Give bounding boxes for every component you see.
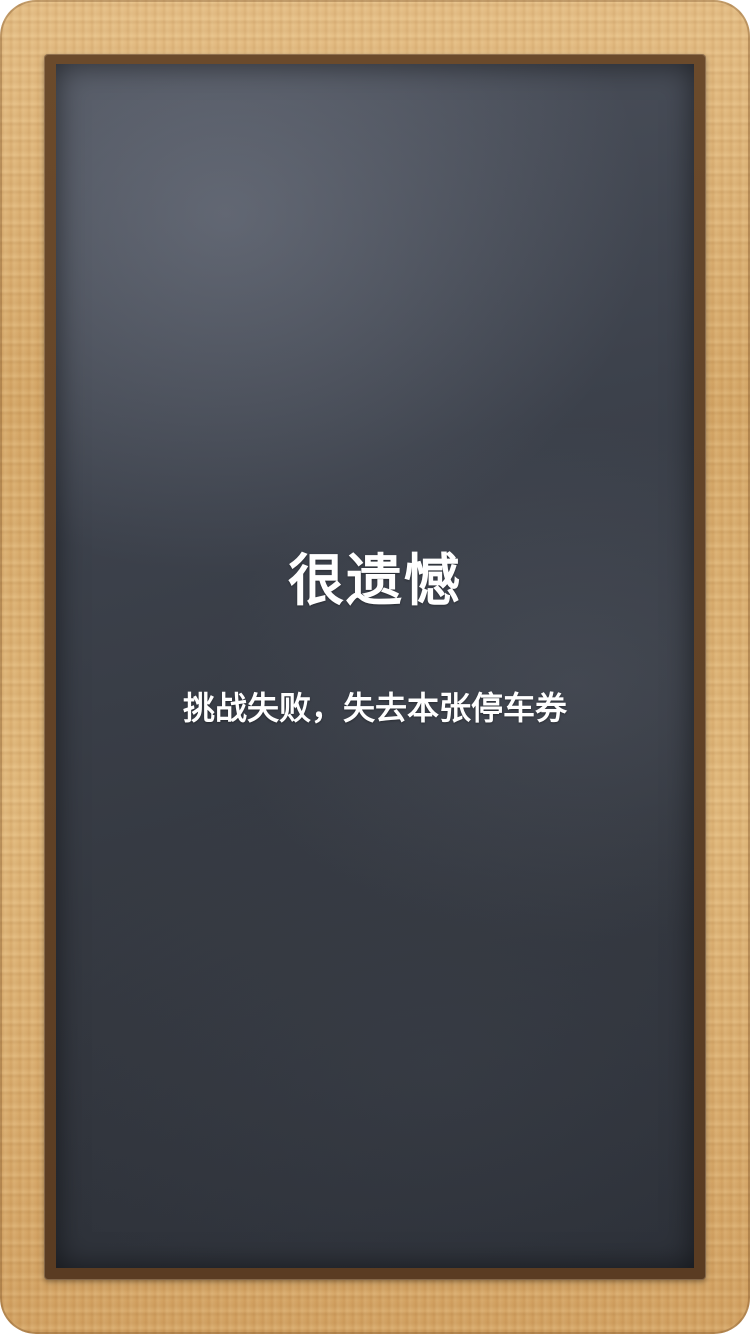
- result-title: 很遗憾: [288, 549, 462, 614]
- result-message: 挑战失败，失去本张停车券: [182, 689, 567, 727]
- chalkboard: [56, 64, 694, 1268]
